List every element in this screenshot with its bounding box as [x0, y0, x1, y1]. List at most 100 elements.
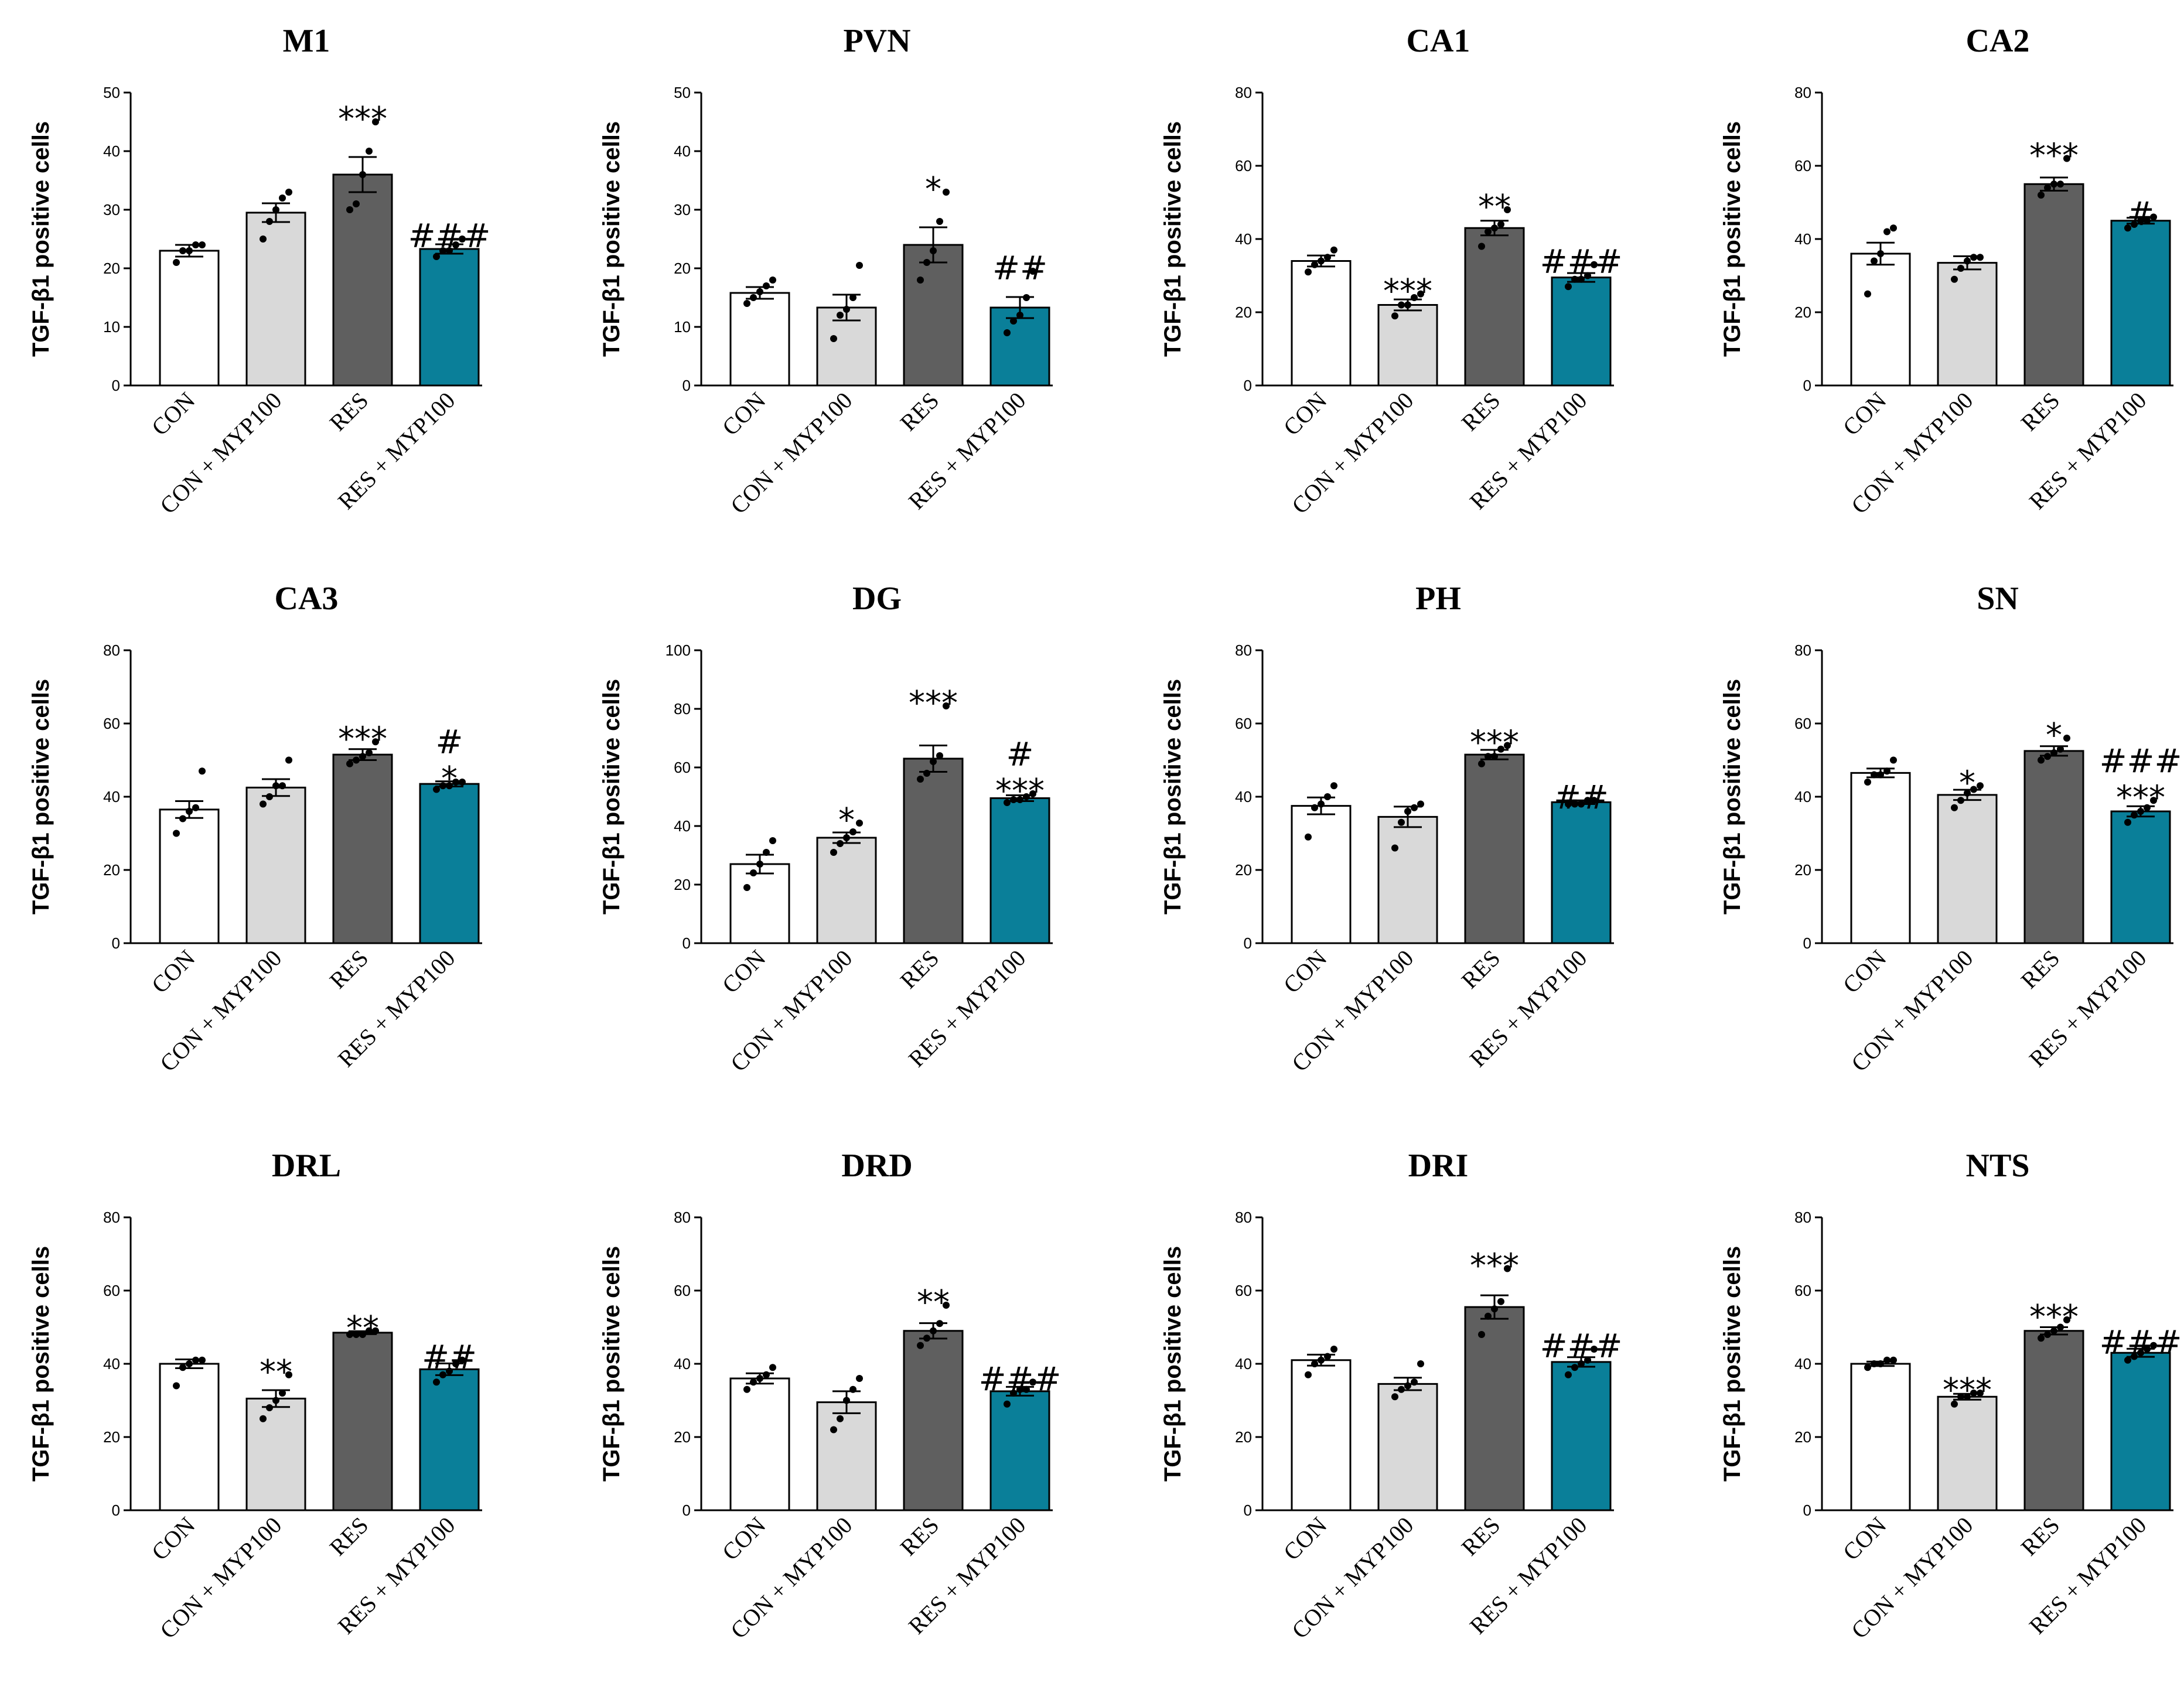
data-point: [930, 247, 937, 254]
data-point: [2150, 797, 2157, 804]
data-point: [1004, 1400, 1011, 1408]
y-tick-label: 20: [1235, 303, 1252, 321]
data-point: [743, 1385, 750, 1393]
data-point: [1398, 1385, 1405, 1393]
x-category-label: RES: [895, 945, 944, 994]
data-point: [763, 849, 770, 856]
data-point: [346, 760, 353, 767]
data-point: [2038, 756, 2045, 764]
y-tick-label: 0: [112, 1501, 120, 1519]
data-point: [272, 1397, 279, 1404]
data-point: [1330, 1346, 1337, 1353]
significance-mark: *: [2046, 716, 2062, 755]
data-point: [199, 241, 206, 248]
data-point: [943, 702, 950, 709]
y-tick-label: 40: [103, 788, 120, 806]
x-category-label: CON: [1278, 1512, 1332, 1566]
y-tick-label: 80: [674, 1209, 691, 1226]
significance-mark: ***: [338, 100, 387, 138]
bar-res: [903, 244, 964, 387]
data-point: [179, 815, 186, 822]
data-point: [459, 1356, 466, 1364]
panel-title: PVN: [843, 23, 910, 59]
data-point: [1890, 1356, 1897, 1364]
data-point: [1029, 268, 1036, 275]
y-tick-label: 60: [1235, 715, 1252, 732]
data-point: [179, 1364, 186, 1371]
y-tick-label: 20: [674, 1428, 691, 1446]
data-point: [353, 200, 360, 207]
data-point: [279, 194, 286, 202]
data-point: [769, 1364, 776, 1371]
x-category-label: RES: [1456, 945, 1506, 994]
data-point: [173, 1382, 180, 1390]
data-point: [1485, 228, 1492, 236]
y-tick-label: 80: [1794, 1209, 1811, 1226]
data-point: [1398, 301, 1405, 309]
bar-res-myp100: [989, 797, 1050, 944]
bar-con: [159, 808, 220, 944]
data-point: [1497, 221, 1504, 228]
data-point: [260, 1415, 267, 1422]
data-point: [1411, 804, 1418, 811]
data-point: [1324, 254, 1331, 261]
data-point: [439, 1371, 446, 1378]
y-tick-label: 10: [674, 318, 691, 336]
y-tick-label: 80: [1235, 641, 1252, 659]
data-point: [756, 1375, 763, 1382]
significance-mark: ***: [1383, 272, 1432, 310]
y-tick-label: 60: [1235, 1282, 1252, 1299]
data-point: [1977, 1390, 1984, 1397]
y-tick-label: 50: [103, 84, 120, 101]
bar-con: [1850, 1363, 1911, 1511]
x-category-label: RES: [2016, 387, 2065, 436]
data-point: [279, 1390, 286, 1397]
y-tick-label: 0: [1244, 934, 1252, 952]
data-point: [266, 218, 273, 225]
data-point: [1951, 1400, 1958, 1408]
bar-con-myp100: [816, 1401, 877, 1511]
data-point: [1571, 1364, 1578, 1371]
bar-res: [1464, 227, 1525, 387]
data-point: [1411, 294, 1418, 301]
data-point: [1977, 254, 1984, 261]
y-tick-label: 60: [674, 1282, 691, 1299]
y-tick-label: 0: [112, 377, 120, 394]
bar-res: [2023, 183, 2084, 387]
data-point: [2063, 155, 2070, 162]
data-point: [459, 779, 466, 786]
bar-res-myp100: [989, 1390, 1050, 1511]
x-category-label: RES: [2016, 1512, 2065, 1561]
data-point: [439, 247, 446, 254]
data-point: [1877, 250, 1884, 257]
y-tick-label: 20: [1794, 1428, 1811, 1446]
data-point: [1565, 283, 1572, 291]
data-point: [1417, 800, 1424, 808]
y-tick-label: 80: [1794, 84, 1811, 101]
y-tick-label: 30: [103, 201, 120, 219]
data-point: [743, 300, 750, 307]
panel-title: DG: [852, 581, 902, 617]
bar-con-myp100: [1937, 794, 1998, 944]
bar-con-myp100: [1937, 262, 1998, 387]
x-category-label: CON: [1838, 1512, 1892, 1566]
data-point: [1491, 224, 1498, 232]
data-point: [1491, 1305, 1498, 1313]
x-category-label: RES: [1456, 387, 1506, 436]
data-point: [1584, 797, 1591, 804]
bar-res: [1464, 753, 1525, 944]
data-point: [2150, 1342, 2157, 1349]
data-point: [1504, 1265, 1511, 1272]
data-point: [2057, 1323, 2064, 1331]
data-point: [1010, 318, 1017, 325]
y-tick-label: 40: [674, 142, 691, 160]
y-tick-label: 0: [1244, 1501, 1252, 1519]
y-tick-label: 20: [1794, 861, 1811, 879]
significance-mark: ***: [1470, 724, 1519, 762]
data-point: [1004, 799, 1011, 806]
bar-res: [903, 757, 964, 944]
data-point: [1883, 1356, 1890, 1364]
